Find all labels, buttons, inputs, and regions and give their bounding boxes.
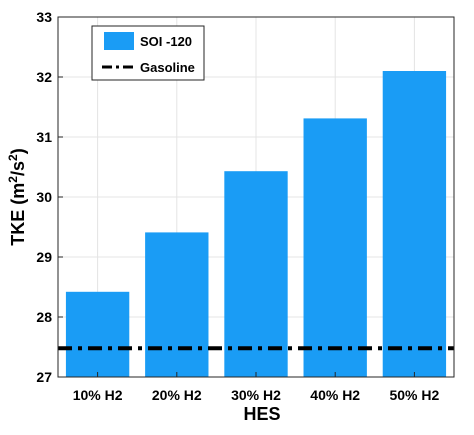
bar-1 <box>65 291 130 377</box>
y-tick-label: 32 <box>36 69 52 85</box>
y-tick-label: 28 <box>36 309 52 325</box>
bar-2 <box>145 232 209 377</box>
bar-4 <box>303 118 367 378</box>
x-tick-label: 20% H2 <box>152 387 202 403</box>
y-axis-title: TKE (m2/s2) <box>6 148 28 245</box>
bar-group <box>65 71 447 378</box>
y-tick-label: 33 <box>36 9 52 25</box>
y-tick-label: 27 <box>36 369 52 385</box>
legend-label-gasoline: Gasoline <box>140 60 195 75</box>
y-tick-label: 30 <box>36 189 52 205</box>
x-tick-label: 30% H2 <box>231 387 281 403</box>
y-tick-labels: 27 28 29 30 31 32 33 <box>36 9 52 385</box>
x-tick-labels: 10% H2 20% H2 30% H2 40% H2 50% H2 <box>73 387 440 403</box>
y-tick-label: 31 <box>36 129 52 145</box>
legend-swatch-bar <box>104 32 134 50</box>
x-tick-label: 10% H2 <box>73 387 123 403</box>
bar-3 <box>224 171 288 377</box>
bar-5 <box>382 71 447 377</box>
x-axis-title: HES <box>243 404 280 424</box>
legend-label-soi: SOI -120 <box>140 34 192 49</box>
x-tick-label: 50% H2 <box>389 387 439 403</box>
legend: SOI -120 Gasoline <box>91 25 205 81</box>
y-tick-label: 29 <box>36 249 52 265</box>
axes <box>57 16 455 378</box>
x-tick-label: 40% H2 <box>310 387 360 403</box>
